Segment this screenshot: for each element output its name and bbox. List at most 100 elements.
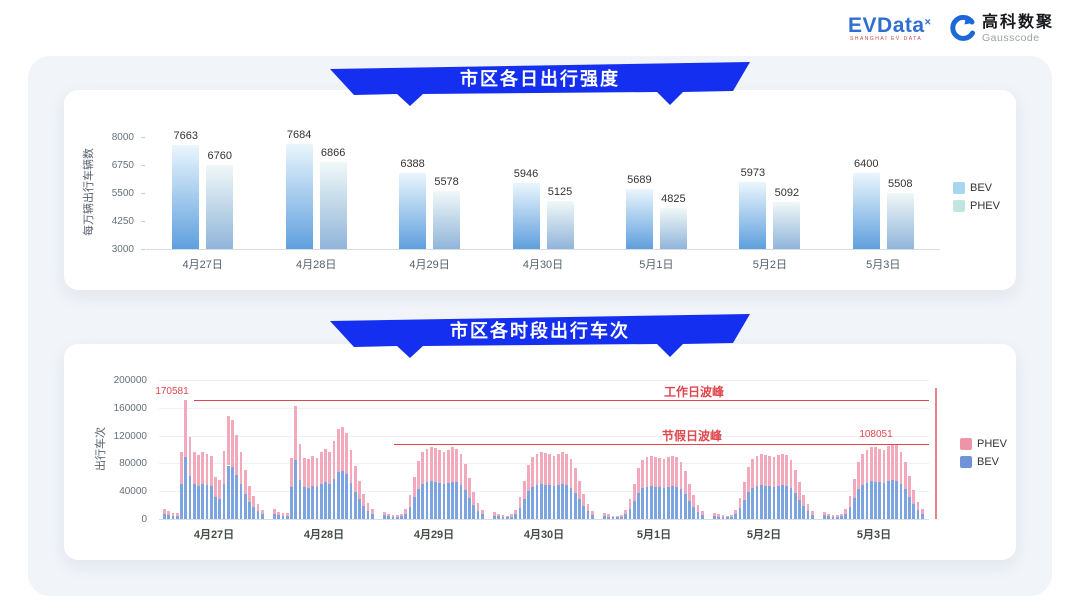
hourly-bar-bev[interactable] [823,515,826,519]
hourly-bar-phev[interactable] [214,477,217,498]
hourly-bar-bev[interactable] [451,481,454,519]
hourly-bar-bev[interactable] [848,507,852,519]
hourly-bar-phev[interactable] [802,494,806,507]
hourly-bar-phev[interactable] [400,514,403,517]
hourly-bar-phev[interactable] [248,485,251,502]
hourly-bar-bev[interactable] [759,485,763,519]
hourly-bar-bev[interactable] [400,516,403,519]
daily-bar-phev[interactable] [433,191,461,249]
legend-item-phev[interactable]: PHEV [960,438,1007,450]
hourly-bar-phev[interactable] [421,452,425,485]
hourly-bar-bev[interactable] [561,484,564,519]
hourly-bar-phev[interactable] [895,445,899,481]
daily-bar-phev[interactable] [206,164,234,249]
hourly-bar-bev[interactable] [201,483,205,519]
hourly-bar-phev[interactable] [535,453,539,485]
hourly-bar-phev[interactable] [620,514,623,517]
hourly-bar-phev[interactable] [556,454,560,486]
hourly-bar-bev[interactable] [679,489,683,519]
hourly-bar-phev[interactable] [256,504,260,512]
hourly-bar-phev[interactable] [810,510,814,515]
hourly-bar-phev[interactable] [493,512,496,516]
hourly-bar-bev[interactable] [658,487,662,519]
hourly-bar-bev[interactable] [869,481,873,519]
hourly-bar-phev[interactable] [747,466,750,492]
hourly-bar-phev[interactable] [370,509,374,514]
hourly-bar-phev[interactable] [324,448,327,483]
hourly-bar-bev[interactable] [252,507,256,519]
hourly-bar-bev[interactable] [738,508,742,519]
hourly-bar-phev[interactable] [404,508,408,514]
legend-item-bev[interactable]: BEV [953,182,1000,194]
hourly-bar-phev[interactable] [235,434,239,476]
hourly-bar-phev[interactable] [552,455,556,487]
hourly-bar-bev[interactable] [290,487,293,519]
hourly-bar-phev[interactable] [175,513,179,517]
hourly-bar-phev[interactable] [603,512,606,516]
hourly-bar-phev[interactable] [231,419,234,468]
hourly-bar-bev[interactable] [671,486,674,519]
hourly-bar-bev[interactable] [899,483,903,519]
hourly-bar-bev[interactable] [688,500,691,519]
hourly-bar-phev[interactable] [713,512,716,516]
hourly-bar-phev[interactable] [582,493,586,506]
hourly-bar-bev[interactable] [510,516,513,519]
hourly-bar-bev[interactable] [197,485,200,519]
hourly-bar-bev[interactable] [802,506,806,519]
hourly-bar-phev[interactable] [916,501,920,510]
hourly-bar-bev[interactable] [273,513,276,519]
hourly-bar-phev[interactable] [764,455,767,486]
hourly-bar-bev[interactable] [831,516,835,519]
hourly-bar-phev[interactable] [442,451,446,484]
hourly-bar-phev[interactable] [197,455,200,486]
hourly-bar-phev[interactable] [662,458,666,488]
hourly-bar-bev[interactable] [578,499,581,519]
daily-bar-phev[interactable] [319,162,347,249]
hourly-bar-bev[interactable] [544,484,547,519]
hourly-bar-bev[interactable] [654,486,657,519]
hourly-bar-bev[interactable] [438,483,442,519]
hourly-bar-phev[interactable] [353,466,357,492]
hourly-bar-bev[interactable] [243,493,247,519]
hourly-bar-bev[interactable] [527,490,530,519]
hourly-bar-bev[interactable] [611,517,615,519]
hourly-bar-bev[interactable] [903,489,907,519]
hourly-bar-phev[interactable] [908,475,911,497]
hourly-bar-phev[interactable] [776,455,780,486]
hourly-bar-bev[interactable] [370,513,374,519]
hourly-bar-phev[interactable] [252,496,256,508]
hourly-bar-phev[interactable] [273,509,276,514]
hourly-bar-phev[interactable] [615,515,619,518]
hourly-bar-bev[interactable] [582,505,586,519]
hourly-bar-phev[interactable] [688,483,691,501]
hourly-bar-bev[interactable] [734,514,738,519]
hourly-bar-phev[interactable] [759,454,763,486]
hourly-bar-phev[interactable] [332,441,336,479]
hourly-bar-bev[interactable] [239,484,243,519]
hourly-bar-phev[interactable] [823,512,826,516]
hourly-bar-phev[interactable] [831,514,835,517]
hourly-bar-bev[interactable] [827,516,831,519]
hourly-bar-bev[interactable] [459,485,463,519]
hourly-bar-phev[interactable] [184,400,188,458]
hourly-bar-phev[interactable] [569,458,573,488]
hourly-bar-bev[interactable] [281,516,285,519]
hourly-bar-phev[interactable] [675,457,679,487]
hourly-bar-bev[interactable] [886,481,890,519]
hourly-bar-phev[interactable] [522,480,526,500]
hourly-bar-bev[interactable] [840,516,843,519]
hourly-bar-phev[interactable] [180,452,183,485]
hourly-bar-phev[interactable] [751,458,755,488]
hourly-bar-bev[interactable] [235,475,239,519]
hourly-bar-phev[interactable] [827,514,831,517]
hourly-bar-phev[interactable] [878,448,882,483]
hourly-bar-phev[interactable] [590,510,594,515]
daily-bar-bev[interactable] [625,188,653,249]
hourly-bar-bev[interactable] [192,484,196,519]
hourly-bar-bev[interactable] [522,499,526,519]
hourly-bar-phev[interactable] [395,515,399,517]
hourly-bar-bev[interactable] [692,506,696,519]
hourly-bar-phev[interactable] [835,515,839,517]
hourly-bar-phev[interactable] [649,456,653,487]
daily-bar-bev[interactable] [739,182,767,249]
